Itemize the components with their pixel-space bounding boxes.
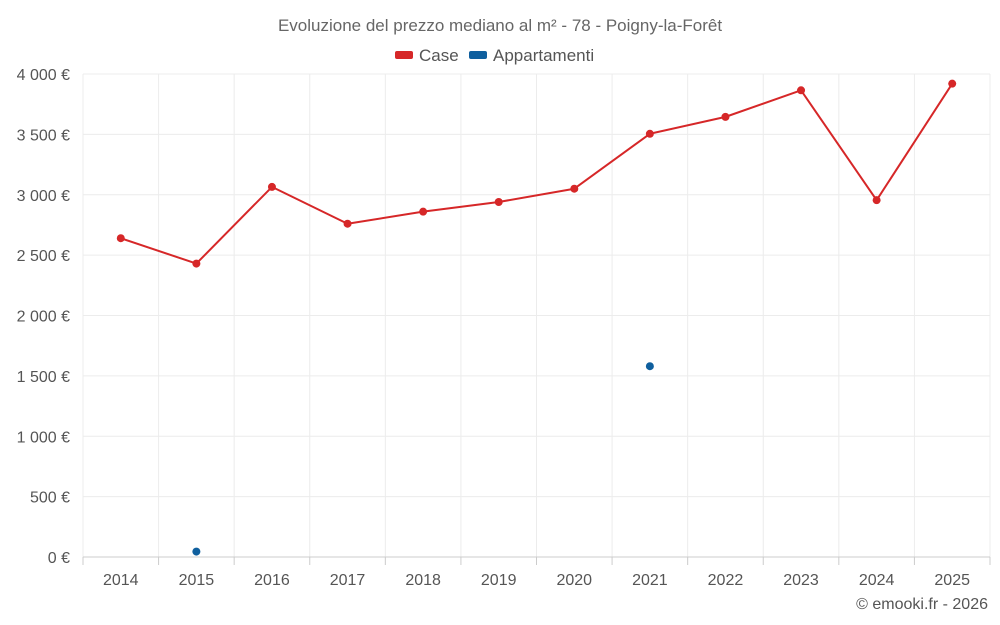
legend-item-appartamenti[interactable]: Appartamenti [469, 46, 594, 65]
series-appartamenti [192, 362, 654, 556]
data-point-case[interactable] [192, 259, 201, 268]
data-point-appartamenti[interactable] [192, 547, 201, 556]
legend: Case Appartamenti [395, 46, 594, 65]
x-tick-label: 2018 [405, 572, 441, 589]
x-tick-label: 2017 [330, 572, 366, 589]
chart-title: Evoluzione del prezzo mediano al m² - 78… [278, 16, 722, 35]
credit-text: © emooki.fr - 2026 [856, 596, 988, 613]
data-point-case[interactable] [343, 219, 352, 228]
data-point-case[interactable] [645, 129, 654, 138]
x-tick-label: 2015 [179, 572, 215, 589]
data-point-case[interactable] [267, 182, 276, 191]
x-tick-label: 2024 [859, 572, 895, 589]
series-layer [116, 79, 957, 556]
legend-swatch-appartamenti [469, 51, 487, 59]
series-case [116, 79, 957, 268]
data-point-case[interactable] [872, 196, 881, 205]
y-tick-label: 3 500 € [17, 127, 70, 144]
y-tick-label: 2 500 € [17, 248, 70, 265]
y-tick-label: 2 000 € [17, 309, 70, 326]
y-tick-label: 1 000 € [17, 429, 70, 446]
x-tick-label: 2020 [556, 572, 592, 589]
y-tick-label: 3 000 € [17, 188, 70, 205]
data-point-case[interactable] [721, 112, 730, 121]
legend-label-case: Case [419, 46, 459, 65]
data-point-case[interactable] [948, 79, 957, 88]
x-tick-label: 2019 [481, 572, 517, 589]
x-axis-ticks: 2014 2015 2016 2017 2018 2019 2020 2021 2022 2023… [82, 557, 991, 589]
data-point-appartamenti[interactable] [645, 362, 654, 371]
data-point-case[interactable] [797, 86, 806, 95]
legend-swatch-case [395, 51, 413, 59]
x-tick-label: 2014 [103, 572, 139, 589]
data-point-case[interactable] [570, 184, 579, 193]
x-gridlines [82, 74, 991, 557]
y-tick-label: 0 € [48, 550, 70, 567]
data-point-case[interactable] [494, 197, 503, 206]
data-point-case[interactable] [419, 207, 428, 216]
x-tick-label: 2022 [708, 572, 744, 589]
x-tick-label: 2016 [254, 572, 290, 589]
y-tick-label: 500 € [30, 490, 70, 507]
y-tick-label: 1 500 € [17, 369, 70, 386]
legend-label-appartamenti: Appartamenti [493, 46, 594, 65]
x-tick-label: 2021 [632, 572, 668, 589]
y-axis-ticks: 0 € 500 € 1 000 € 1 500 € 2 000 € 2 500 € 3 00… [17, 67, 70, 567]
y-tick-label: 4 000 € [17, 67, 70, 84]
legend-item-case[interactable]: Case [395, 46, 459, 65]
x-tick-label: 2023 [783, 572, 819, 589]
data-point-case[interactable] [116, 234, 125, 243]
series-line-case [120, 83, 954, 265]
x-tick-label: 2025 [934, 572, 970, 589]
